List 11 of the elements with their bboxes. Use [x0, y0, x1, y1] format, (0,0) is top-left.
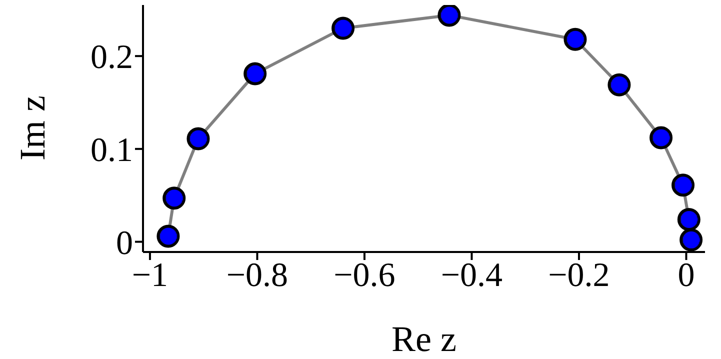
x-tick-label: −0.4	[440, 257, 503, 294]
x-tick-label: −0.2	[548, 257, 610, 294]
y-tick-label: 0.1	[90, 132, 133, 169]
x-tick-label: 0	[678, 257, 695, 294]
x-tick-label: −0.8	[226, 257, 288, 294]
x-axis-title: Re z	[392, 319, 456, 359]
x-tick-label: −1	[132, 257, 168, 294]
y-tick-label: 0.2	[90, 39, 133, 76]
y-tick-label: 0	[116, 224, 133, 262]
x-tick-label: −0.6	[334, 257, 396, 294]
y-axis-title: Im z	[12, 96, 52, 160]
